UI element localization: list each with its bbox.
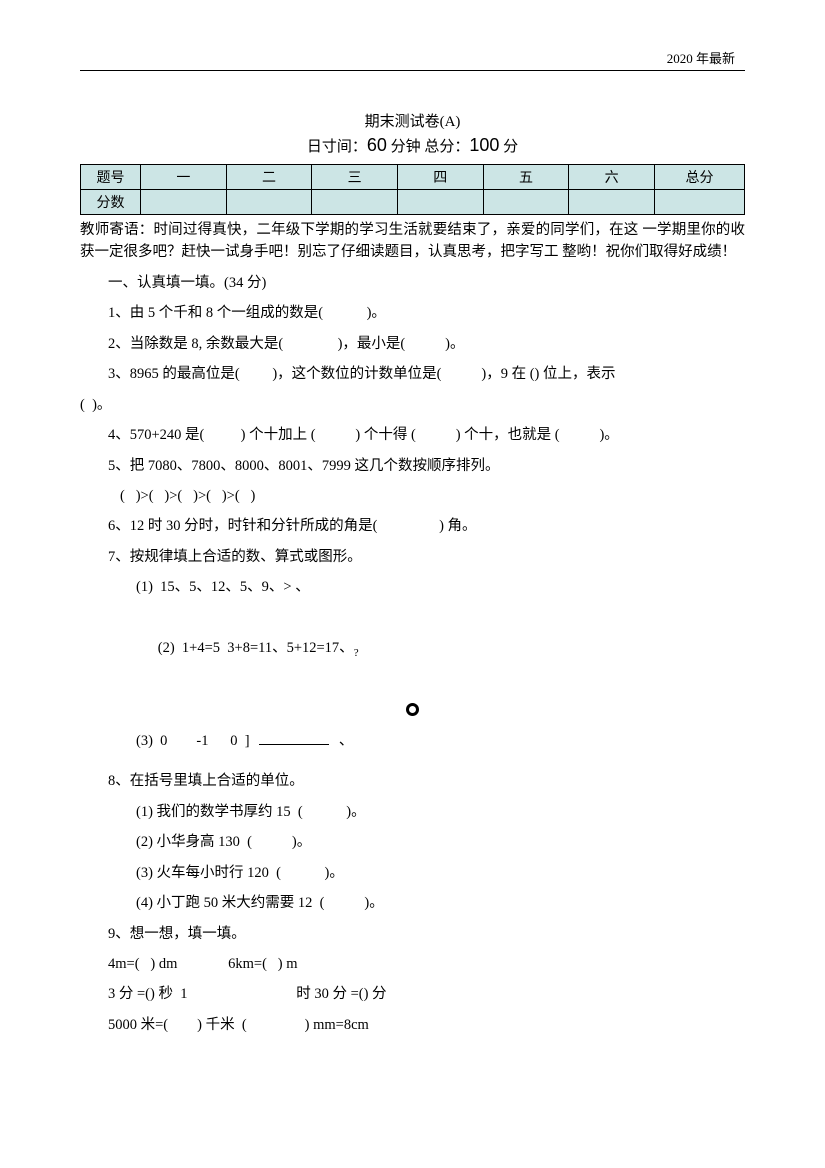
- q7-3a: (3) 0 -1 0 ]: [136, 733, 250, 749]
- question-3a: 3、8965 的最高位是( )，这个数位的计数单位是( )，9 在 () 位上，…: [80, 359, 745, 389]
- question-5: 5、把 7080、7800、8000、8001、7999 这几个数按顺序排列。: [80, 451, 745, 481]
- cell: 四: [397, 165, 483, 190]
- exam-title: 期末测试卷(A): [80, 110, 745, 131]
- teacher-message: 教师寄语：时间过得真快，二年级下学期的学习生活就要结束了，亲爱的同学们，在这 一…: [80, 219, 745, 264]
- question-3b: ( )。: [80, 390, 745, 420]
- cell: [226, 190, 312, 215]
- question-5b: ( )>( )>( )>( )>( ): [80, 481, 745, 511]
- page: 2020 年最新 期末测试卷(A) 日寸间：60 分钟 总分：100 分 题号 …: [0, 0, 825, 1168]
- cell: [483, 190, 569, 215]
- section-title: 一、认真填一填。(34 分): [80, 268, 745, 298]
- q7-3b: 、: [339, 733, 354, 749]
- header-year: 2020 年最新: [667, 48, 735, 67]
- cell: 三: [312, 165, 398, 190]
- question-4: 4、570+240 是( ) 个十加上 ( ) 个十得 ( ) 个十，也就是 (…: [80, 420, 745, 450]
- table-row: 分数: [81, 190, 745, 215]
- question-8-3: (3) 火车每小时行 120 ( )。: [80, 858, 745, 888]
- time-unit: 分钟 总分：: [387, 139, 470, 155]
- time-value: 60: [367, 135, 387, 155]
- question-7-3: (3) 0 -1 0 ] 、: [80, 726, 745, 756]
- question-6: 6、12 时 30 分时，时针和分针所成的角是( ) 角。: [80, 511, 745, 541]
- question-9-2: 3 分 =() 秒 1 时 30 分 =() 分: [80, 979, 745, 1009]
- question-9: 9、想一想，填一填。: [80, 919, 745, 949]
- cell: 二: [226, 165, 312, 190]
- cell-label: 分数: [81, 190, 141, 215]
- blank-underline: [259, 744, 329, 745]
- cell: [397, 190, 483, 215]
- question-7-circle-line: [80, 700, 745, 720]
- cell: 总分: [655, 165, 745, 190]
- question-8-2: (2) 小华身高 130 ( )。: [80, 827, 745, 857]
- cell: 一: [141, 165, 227, 190]
- title-block: 期末测试卷(A) 日寸间：60 分钟 总分：100 分: [80, 110, 745, 156]
- question-8: 8、在括号里填上合适的单位。: [80, 766, 745, 796]
- time-label: 日寸间：: [307, 139, 367, 155]
- question-7-2: (2) 1+4=5 3+8=11、5+12=17、?: [80, 603, 745, 696]
- cell-label: 题号: [81, 165, 141, 190]
- cell: [312, 190, 398, 215]
- question-8-4: (4) 小丁跑 50 米大约需要 12 ( )。: [80, 888, 745, 918]
- circle-icon: [406, 703, 419, 716]
- cell: [141, 190, 227, 215]
- cell: [655, 190, 745, 215]
- header-rule: [80, 70, 745, 71]
- cell: 五: [483, 165, 569, 190]
- cell: [569, 190, 655, 215]
- question-7: 7、按规律填上合适的数、算式或图形。: [80, 542, 745, 572]
- question-1: 1、由 5 个千和 8 个一组成的数是( )。: [80, 298, 745, 328]
- score-table: 题号 一 二 三 四 五 六 总分 分数: [80, 164, 745, 215]
- question-8-1: (1) 我们的数学书厚约 15 ( )。: [80, 797, 745, 827]
- table-row: 题号 一 二 三 四 五 六 总分: [81, 165, 745, 190]
- question-9-1: 4m=( ) dm 6km=( ) m: [80, 949, 745, 979]
- question-2: 2、当除数是 8, 余数最大是( )，最小是( )。: [80, 329, 745, 359]
- question-9-3: 5000 米=( ) 千米 ( ) mm=8cm: [80, 1010, 745, 1040]
- q7-2-text: (2) 1+4=5 3+8=11、5+12=17、: [158, 640, 354, 656]
- question-7-1: (1) 15、5、12、5、9、> 、: [80, 572, 745, 602]
- exam-subtitle: 日寸间：60 分钟 总分：100 分: [80, 135, 745, 156]
- cell: 六: [569, 165, 655, 190]
- section-1: 一、认真填一填。(34 分) 1、由 5 个千和 8 个一组成的数是( )。 2…: [80, 268, 745, 1040]
- total-unit: 分: [499, 139, 518, 155]
- total-value: 100: [469, 135, 499, 155]
